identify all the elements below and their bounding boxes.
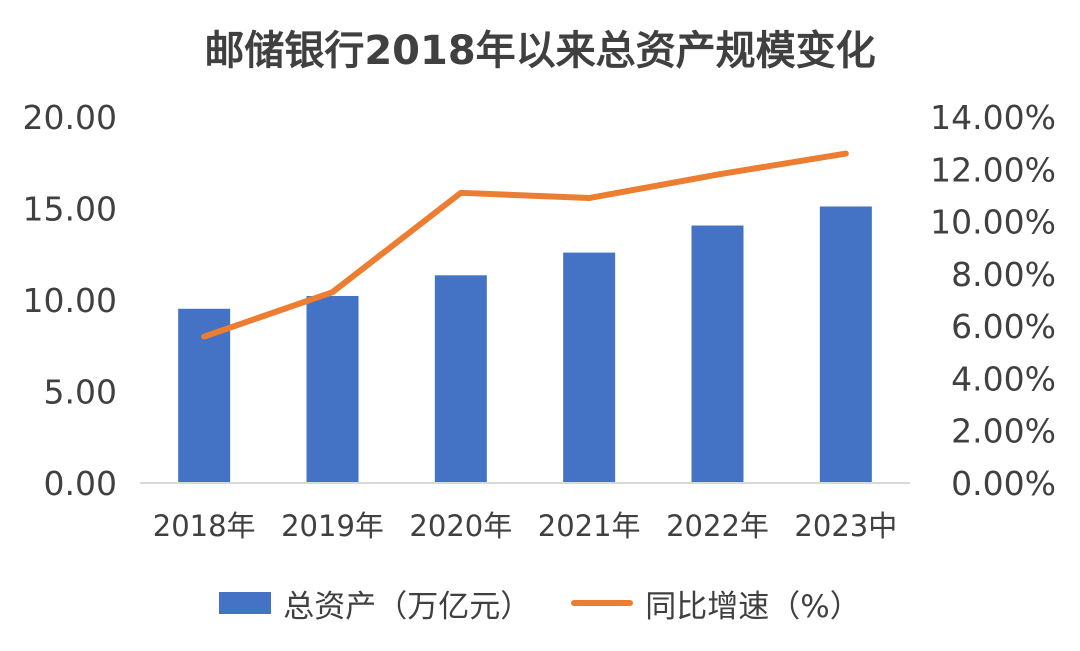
x-tick-label: 2021年	[538, 509, 641, 543]
left-tick-label: 0.00	[44, 464, 117, 503]
bar	[563, 252, 616, 483]
bar	[819, 206, 872, 483]
right-axis: 0.00% 2.00% 4.00% 6.00% 8.00% 10.00% 12.00% 14.…	[930, 98, 1056, 503]
legend-item-line[interactable]: 同比增速（%）	[571, 581, 861, 626]
legend-label-line: 同比增速（%）	[645, 588, 861, 625]
bar	[306, 295, 359, 483]
legend-line-swatch	[571, 600, 634, 606]
left-axis: 0.00 5.00 10.00 15.00 20.00	[23, 98, 117, 503]
left-tick-label: 5.00	[44, 373, 117, 412]
left-tick-label: 20.00	[23, 98, 117, 137]
right-tick-label: 12.00%	[930, 150, 1056, 189]
right-tick-label: 2.00%	[951, 412, 1056, 451]
line-series	[201, 150, 849, 340]
right-tick-label: 14.00%	[930, 98, 1056, 137]
growth-line	[201, 150, 849, 340]
legend-label-bar: 总资产（万亿元）	[283, 588, 532, 625]
right-tick-label: 8.00%	[951, 255, 1056, 294]
legend-item-bar[interactable]: 总资产（万亿元）	[219, 581, 531, 626]
chart-area: 0.00 5.00 10.00 15.00 20.00 0.00% 2.00% 4.00% 6…	[23, 98, 1056, 543]
right-tick-label: 0.00%	[951, 464, 1056, 503]
right-tick-label: 4.00%	[951, 359, 1056, 398]
left-tick-label: 15.00	[23, 190, 117, 229]
bar	[434, 275, 487, 483]
legend: 总资产（万亿元） 同比增速（%）	[0, 578, 1080, 628]
x-tick-label: 2018年	[153, 509, 256, 543]
chart-title: 邮储银行2018年以来总资产规模变化	[204, 28, 876, 74]
right-tick-label: 6.00%	[951, 307, 1056, 346]
x-tick-label: 2022年	[666, 509, 769, 543]
x-tick-label: 2023中	[794, 509, 897, 543]
bar-series	[178, 206, 872, 484]
left-tick-label: 10.00	[23, 281, 117, 320]
x-tick-label: 2020年	[409, 509, 512, 543]
x-tick-label: 2019年	[281, 509, 384, 543]
right-tick-label: 10.00%	[930, 203, 1056, 242]
bar	[691, 225, 744, 484]
x-axis: 2018年 2019年 2020年 2021年 2022年 2023中	[153, 509, 897, 543]
legend-bar-swatch	[219, 592, 272, 614]
